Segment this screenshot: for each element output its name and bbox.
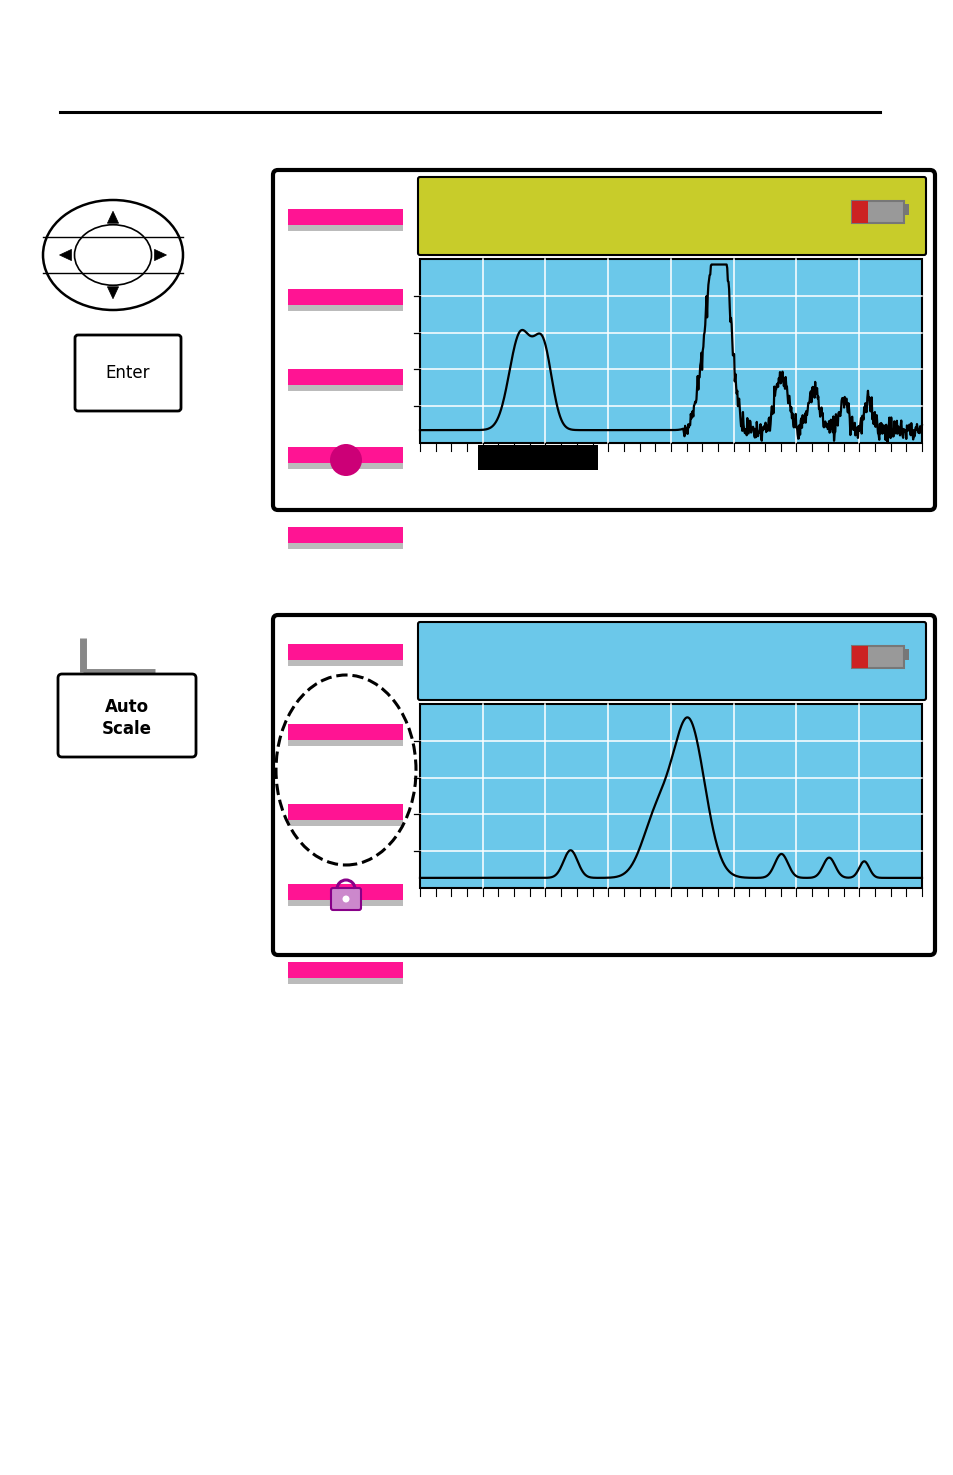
Bar [288, 740, 402, 746]
Bar [288, 209, 402, 226]
Circle shape [330, 444, 361, 476]
Polygon shape [59, 249, 71, 261]
Bar [288, 978, 402, 984]
Bar [288, 804, 402, 820]
Bar [288, 543, 402, 549]
FancyBboxPatch shape [417, 177, 925, 255]
Bar [288, 226, 402, 232]
Circle shape [342, 895, 349, 903]
Bar [288, 289, 402, 305]
Bar [288, 527, 402, 543]
Bar [288, 962, 402, 978]
Text: Enter: Enter [106, 364, 150, 382]
Polygon shape [108, 286, 118, 299]
FancyBboxPatch shape [58, 674, 195, 757]
Bar [288, 724, 402, 740]
Bar [851, 201, 866, 223]
FancyBboxPatch shape [273, 170, 934, 510]
Bar [288, 884, 402, 900]
Bar [288, 447, 402, 463]
Bar [288, 369, 402, 385]
FancyBboxPatch shape [417, 622, 925, 701]
Bar [288, 900, 402, 906]
Bar [419, 260, 921, 442]
Polygon shape [108, 211, 118, 223]
Bar [851, 646, 903, 668]
Bar [288, 820, 402, 826]
FancyBboxPatch shape [331, 888, 360, 910]
Bar [288, 305, 402, 311]
Polygon shape [154, 249, 167, 261]
FancyBboxPatch shape [75, 335, 181, 412]
Bar [288, 463, 402, 469]
Bar [419, 704, 921, 888]
Bar [477, 445, 598, 471]
Bar [903, 649, 908, 661]
Text: Scale: Scale [102, 720, 152, 738]
Bar [851, 201, 903, 223]
Bar [903, 205, 908, 215]
FancyBboxPatch shape [273, 615, 934, 954]
Bar [288, 659, 402, 667]
Bar [288, 385, 402, 391]
Text: Auto: Auto [105, 698, 149, 715]
Bar [851, 646, 866, 668]
Bar [288, 645, 402, 659]
